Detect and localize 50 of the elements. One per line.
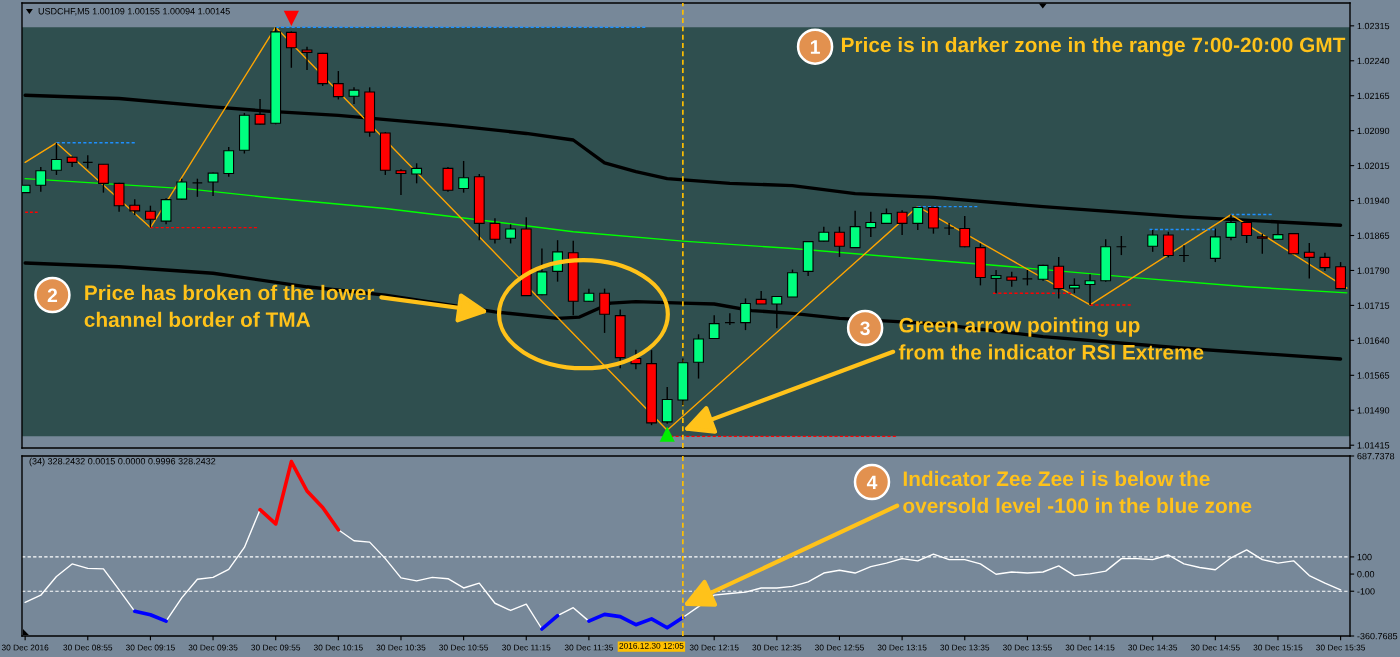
annotation: Indicator Zee Zee i is below the oversold level -100 in the blue zone xyxy=(903,470,1252,514)
y-tick-label: 100 xyxy=(1357,553,1372,561)
x-tick-label: 30 Dec 10:35 xyxy=(376,644,426,651)
x-tick-label: 30 Dec 11:35 xyxy=(564,644,614,651)
y-tick-label: 1.01715 xyxy=(1357,302,1390,309)
y-tick-label: -360.7685 xyxy=(1357,632,1398,640)
annotation: 3 xyxy=(860,321,870,336)
y-tick-label: 1.01640 xyxy=(1357,337,1390,344)
y-tick-label: 1.02240 xyxy=(1357,57,1390,65)
y-tick-label: -100 xyxy=(1357,588,1375,595)
y-tick-label: 1.01490 xyxy=(1357,407,1390,414)
x-tick-label: 30 Dec 13:35 xyxy=(940,644,990,651)
x-tick-label: 30 Dec 15:15 xyxy=(1253,644,1303,651)
x-tick-label: 30 Dec 14:15 xyxy=(1065,644,1115,651)
y-tick-label: 1.01940 xyxy=(1357,197,1390,204)
x-tick-label: 30 Dec 15:35 xyxy=(1316,644,1366,651)
x-tick-label: 30 Dec 12:35 xyxy=(752,644,802,651)
x-tick-label: 30 Dec 12:15 xyxy=(689,644,739,651)
x-tick-label: 30 Dec 11:15 xyxy=(502,644,551,651)
x-tick-label: 30 Dec 09:15 xyxy=(125,644,175,651)
annotation: 2 xyxy=(47,288,58,303)
x-tick-label: 30 Dec 13:55 xyxy=(1002,644,1052,651)
annotation: 4 xyxy=(866,475,878,490)
y-tick-label: 687.7378 xyxy=(1357,452,1395,460)
x-tick-label: 30 Dec 08:55 xyxy=(63,644,113,651)
y-tick-label: 1.02165 xyxy=(1357,92,1390,100)
ref-line-label: 2016.12.30 12:05 xyxy=(619,642,684,649)
y-tick-label: 0.00 xyxy=(1357,571,1375,578)
y-tick-label: 1.02015 xyxy=(1357,162,1390,169)
x-tick-label: 30 Dec 2016 xyxy=(1,644,49,651)
annotation: 1 xyxy=(810,40,820,54)
y-tick-label: 1.01415 xyxy=(1357,442,1390,449)
x-tick-label: 30 Dec 09:35 xyxy=(188,644,238,651)
y-tick-label: 1.02090 xyxy=(1357,127,1390,135)
x-tick-label: 30 Dec 12:55 xyxy=(815,644,864,651)
x-tick-label: 30 Dec 10:15 xyxy=(313,644,363,651)
x-tick-label: 30 Dec 13:15 xyxy=(877,644,927,651)
x-tick-label: 30 Dec 09:55 xyxy=(251,644,301,651)
x-tick-label: 30 Dec 10:55 xyxy=(439,644,489,651)
y-tick-label: 1.01865 xyxy=(1357,232,1390,239)
annotation: Green arrow pointing up from the indicator RSI Extreme xyxy=(898,317,1204,360)
x-tick-label: 30 Dec 14:35 xyxy=(1128,644,1178,651)
y-tick-label: 1.01790 xyxy=(1357,267,1390,274)
chart-title: USDCHF,M5 1.00109 1.00155 1.00094 1.00145 xyxy=(38,8,230,16)
annotation: Price has broken of the lower channel border of TMA xyxy=(84,284,375,328)
annotation: Price is in darker zone in the range 7:00-20:00 GMT xyxy=(841,36,1346,57)
y-tick-label: 1.01565 xyxy=(1357,372,1390,379)
x-tick-label: 30 Dec 14:55 xyxy=(1190,644,1240,651)
chart-title: (34) 328.2432 0.0015 0.0000 0.9996 328.2432 xyxy=(29,457,216,467)
y-tick-label: 1.02315 xyxy=(1357,22,1390,30)
